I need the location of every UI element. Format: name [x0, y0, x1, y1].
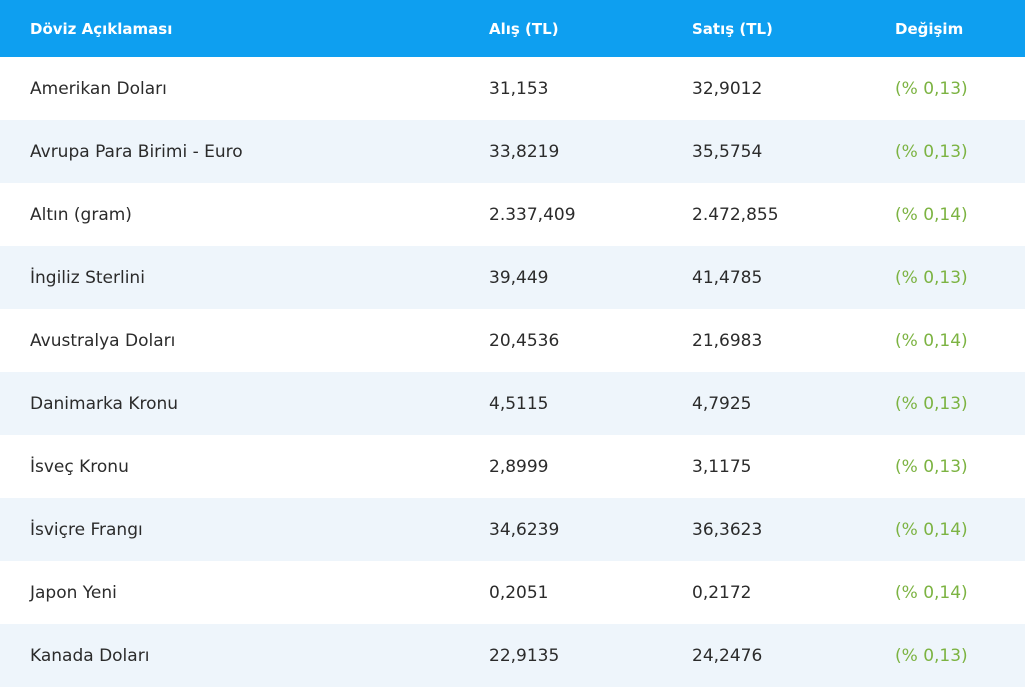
change-percent: (% 0,14)	[895, 330, 968, 351]
sell-rate: 41,4785	[692, 267, 763, 288]
table-row: İsviçre Frangı 34,6239 36,3623 (% 0,14)	[0, 498, 1025, 561]
header-sell: Satış (TL)	[692, 19, 773, 38]
table-row: Japon Yeni 0,2051 0,2172 (% 0,14)	[0, 561, 1025, 624]
table-body: Amerikan Doları 31,153 32,9012 (% 0,13) …	[0, 57, 1025, 687]
sell-rate: 32,9012	[692, 78, 763, 99]
sell-rate: 0,2172	[692, 582, 752, 603]
sell-rate: 3,1175	[692, 456, 752, 477]
currency-name: Altın (gram)	[30, 204, 132, 225]
currency-name: Kanada Doları	[30, 645, 150, 666]
header-change: Değişim	[895, 19, 964, 38]
change-percent: (% 0,13)	[895, 78, 968, 99]
buy-rate: 22,9135	[489, 645, 560, 666]
buy-rate: 33,8219	[489, 141, 560, 162]
table-row: İsveç Kronu 2,8999 3,1175 (% 0,13)	[0, 435, 1025, 498]
table-row: Danimarka Kronu 4,5115 4,7925 (% 0,13)	[0, 372, 1025, 435]
currency-name: Avrupa Para Birimi - Euro	[30, 141, 243, 162]
header-currency-description: Döviz Açıklaması	[30, 19, 173, 38]
buy-rate: 2.337,409	[489, 204, 576, 225]
table-row: Amerikan Doları 31,153 32,9012 (% 0,13)	[0, 57, 1025, 120]
buy-rate: 20,4536	[489, 330, 560, 351]
buy-rate: 0,2051	[489, 582, 549, 603]
change-percent: (% 0,14)	[895, 204, 968, 225]
table-header: Döviz Açıklaması Alış (TL) Satış (TL) De…	[0, 0, 1025, 57]
buy-rate: 4,5115	[489, 393, 549, 414]
buy-rate: 31,153	[489, 78, 549, 99]
sell-rate: 36,3623	[692, 519, 763, 540]
sell-rate: 4,7925	[692, 393, 752, 414]
change-percent: (% 0,13)	[895, 393, 968, 414]
sell-rate: 24,2476	[692, 645, 763, 666]
change-percent: (% 0,13)	[895, 141, 968, 162]
currency-name: Avustralya Doları	[30, 330, 176, 351]
currency-name: Amerikan Doları	[30, 78, 167, 99]
change-percent: (% 0,14)	[895, 582, 968, 603]
sell-rate: 35,5754	[692, 141, 763, 162]
currency-name: İsveç Kronu	[30, 456, 129, 477]
change-percent: (% 0,14)	[895, 519, 968, 540]
buy-rate: 39,449	[489, 267, 549, 288]
table-row: Avustralya Doları 20,4536 21,6983 (% 0,1…	[0, 309, 1025, 372]
change-percent: (% 0,13)	[895, 645, 968, 666]
table-row: Altın (gram) 2.337,409 2.472,855 (% 0,14…	[0, 183, 1025, 246]
currency-name: Danimarka Kronu	[30, 393, 179, 414]
currency-name: İngiliz Sterlini	[30, 267, 145, 288]
change-percent: (% 0,13)	[895, 456, 968, 477]
currency-name: İsviçre Frangı	[30, 519, 143, 540]
table-row: Kanada Doları 22,9135 24,2476 (% 0,13)	[0, 624, 1025, 687]
sell-rate: 21,6983	[692, 330, 763, 351]
header-row: Döviz Açıklaması Alış (TL) Satış (TL) De…	[0, 0, 1025, 57]
table-row: Avrupa Para Birimi - Euro 33,8219 35,575…	[0, 120, 1025, 183]
table-row: İngiliz Sterlini 39,449 41,4785 (% 0,13)	[0, 246, 1025, 309]
sell-rate: 2.472,855	[692, 204, 779, 225]
header-buy: Alış (TL)	[489, 19, 559, 38]
buy-rate: 34,6239	[489, 519, 560, 540]
change-percent: (% 0,13)	[895, 267, 968, 288]
buy-rate: 2,8999	[489, 456, 549, 477]
currency-name: Japon Yeni	[30, 582, 117, 603]
